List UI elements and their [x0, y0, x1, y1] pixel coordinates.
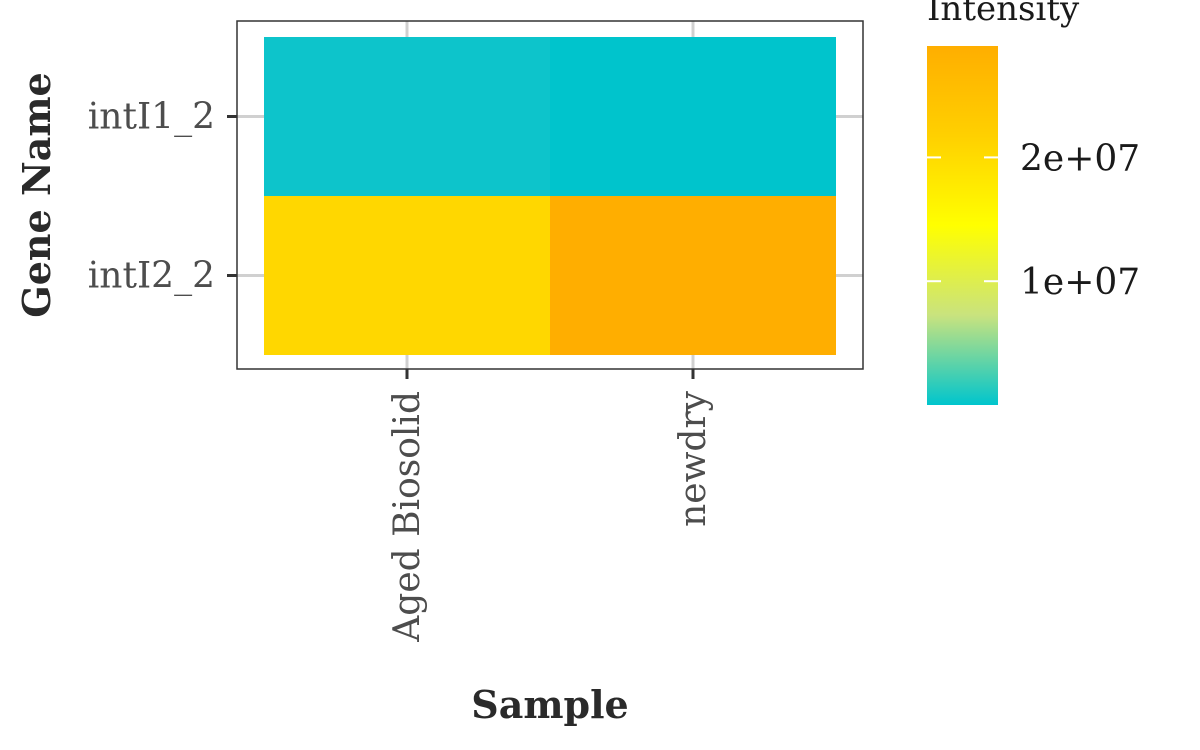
color-legend: Intensity 1e+07 2e+07: [927, 0, 1140, 405]
y-tick-label: intI1_2: [88, 97, 215, 138]
legend-colorbar: [927, 46, 998, 405]
plot-area: [236, 20, 864, 370]
legend-tick-label: 1e+07: [1020, 262, 1140, 303]
x-tick-label: newdry: [673, 390, 714, 527]
axes: intI1_2 intI2_2 Aged Biosolid newdry: [88, 97, 714, 643]
heatmap-cell: [550, 196, 836, 355]
panel-border: [236, 20, 864, 370]
y-axis-title: Gene Name: [14, 72, 59, 317]
legend-title: Intensity: [927, 0, 1080, 29]
y-tick-label: intI2_2: [88, 256, 215, 297]
heatmap-cell: [264, 196, 550, 355]
heatmap-cell: [264, 37, 550, 196]
x-tick-label: Aged Biosolid: [387, 391, 428, 643]
legend-tick-label: 2e+07: [1020, 138, 1140, 179]
heatmap-cell: [550, 37, 836, 196]
x-axis-title: Sample: [471, 682, 628, 727]
